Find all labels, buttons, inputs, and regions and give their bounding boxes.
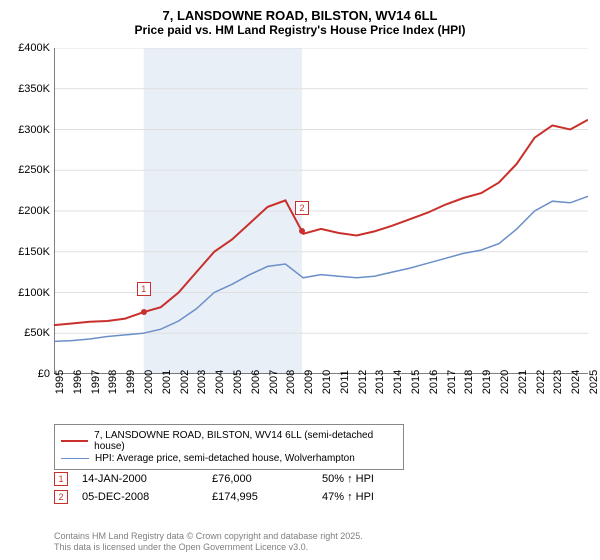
x-tick-label: 2023 (552, 370, 564, 394)
x-tick-label: 2021 (517, 370, 529, 394)
y-tick-label: £200K (0, 205, 50, 217)
title-block: 7, LANSDOWNE ROAD, BILSTON, WV14 6LL Pri… (0, 0, 600, 41)
sale-marker-box: 1 (137, 282, 151, 296)
sale-price: £174,995 (212, 491, 322, 503)
x-tick-label: 2019 (481, 370, 493, 394)
legend: 7, LANSDOWNE ROAD, BILSTON, WV14 6LL (se… (54, 424, 404, 470)
sale-date: 14-JAN-2000 (82, 473, 212, 485)
x-tick-label: 2004 (214, 370, 226, 394)
legend-row: 7, LANSDOWNE ROAD, BILSTON, WV14 6LL (se… (61, 430, 397, 452)
x-tick-label: 1997 (90, 370, 102, 394)
sale-marker-box: 2 (295, 201, 309, 215)
sale-date: 05-DEC-2008 (82, 491, 212, 503)
legend-row: HPI: Average price, semi-detached house,… (61, 453, 397, 464)
x-axis: 1995199619971998199920002001200220032004… (54, 374, 588, 420)
x-tick-label: 2009 (303, 370, 315, 394)
footer: Contains HM Land Registry data © Crown c… (54, 531, 363, 554)
x-tick-label: 2011 (339, 370, 351, 394)
sale-row-marker: 1 (54, 472, 68, 486)
title-line2: Price paid vs. HM Land Registry's House … (0, 23, 600, 37)
x-tick-label: 1996 (72, 370, 84, 394)
y-tick-label: £150K (0, 246, 50, 258)
x-tick-label: 2017 (446, 370, 458, 394)
x-tick-label: 2016 (428, 370, 440, 394)
x-tick-label: 1998 (107, 370, 119, 394)
y-tick-label: £250K (0, 164, 50, 176)
sale-price: £76,000 (212, 473, 322, 485)
sale-row-marker: 2 (54, 490, 68, 504)
x-tick-label: 2007 (268, 370, 280, 394)
x-tick-label: 2001 (161, 370, 173, 394)
x-tick-label: 2013 (374, 370, 386, 394)
x-tick-label: 2012 (357, 370, 369, 394)
legend-swatch (61, 440, 88, 442)
x-tick-label: 2020 (499, 370, 511, 394)
footer-line2: This data is licensed under the Open Gov… (54, 542, 363, 554)
x-tick-label: 2025 (588, 370, 600, 394)
legend-swatch (61, 458, 89, 460)
y-tick-label: £0 (0, 368, 50, 380)
x-tick-label: 1995 (54, 370, 66, 394)
sale-row: 1 14-JAN-2000£76,00050% ↑ HPI (54, 472, 554, 486)
footer-line1: Contains HM Land Registry data © Crown c… (54, 531, 363, 543)
y-tick-label: £400K (0, 42, 50, 54)
x-tick-label: 2008 (285, 370, 297, 394)
sale-diff: 50% ↑ HPI (322, 473, 442, 485)
title-line1: 7, LANSDOWNE ROAD, BILSTON, WV14 6LL (0, 8, 600, 23)
y-tick-label: £100K (0, 287, 50, 299)
y-axis: £0£50K£100K£150K£200K£250K£300K£350K£400… (0, 48, 54, 374)
x-tick-label: 2002 (179, 370, 191, 394)
legend-label: 7, LANSDOWNE ROAD, BILSTON, WV14 6LL (se… (94, 430, 397, 452)
sale-diff: 47% ↑ HPI (322, 491, 442, 503)
x-tick-label: 2024 (570, 370, 582, 394)
sales-table: 1 14-JAN-2000£76,00050% ↑ HPI 2 05-DEC-2008… (54, 468, 554, 508)
chart-area: 12 (54, 48, 588, 374)
y-tick-label: £50K (0, 327, 50, 339)
sale-marker-dot (141, 309, 147, 315)
chart-container: 7, LANSDOWNE ROAD, BILSTON, WV14 6LL Pri… (0, 0, 600, 560)
y-tick-label: £350K (0, 83, 50, 95)
x-tick-label: 2014 (392, 370, 404, 394)
x-tick-label: 2003 (196, 370, 208, 394)
x-tick-label: 2010 (321, 370, 333, 394)
y-tick-label: £300K (0, 124, 50, 136)
x-tick-label: 2000 (143, 370, 155, 394)
x-tick-label: 2005 (232, 370, 244, 394)
x-tick-label: 2006 (250, 370, 262, 394)
x-tick-label: 2022 (535, 370, 547, 394)
sale-row: 2 05-DEC-2008£174,99547% ↑ HPI (54, 490, 554, 504)
x-tick-label: 2015 (410, 370, 422, 394)
legend-label: HPI: Average price, semi-detached house,… (95, 453, 355, 464)
x-tick-label: 1999 (125, 370, 137, 394)
chart-svg (54, 48, 588, 374)
x-tick-label: 2018 (463, 370, 475, 394)
